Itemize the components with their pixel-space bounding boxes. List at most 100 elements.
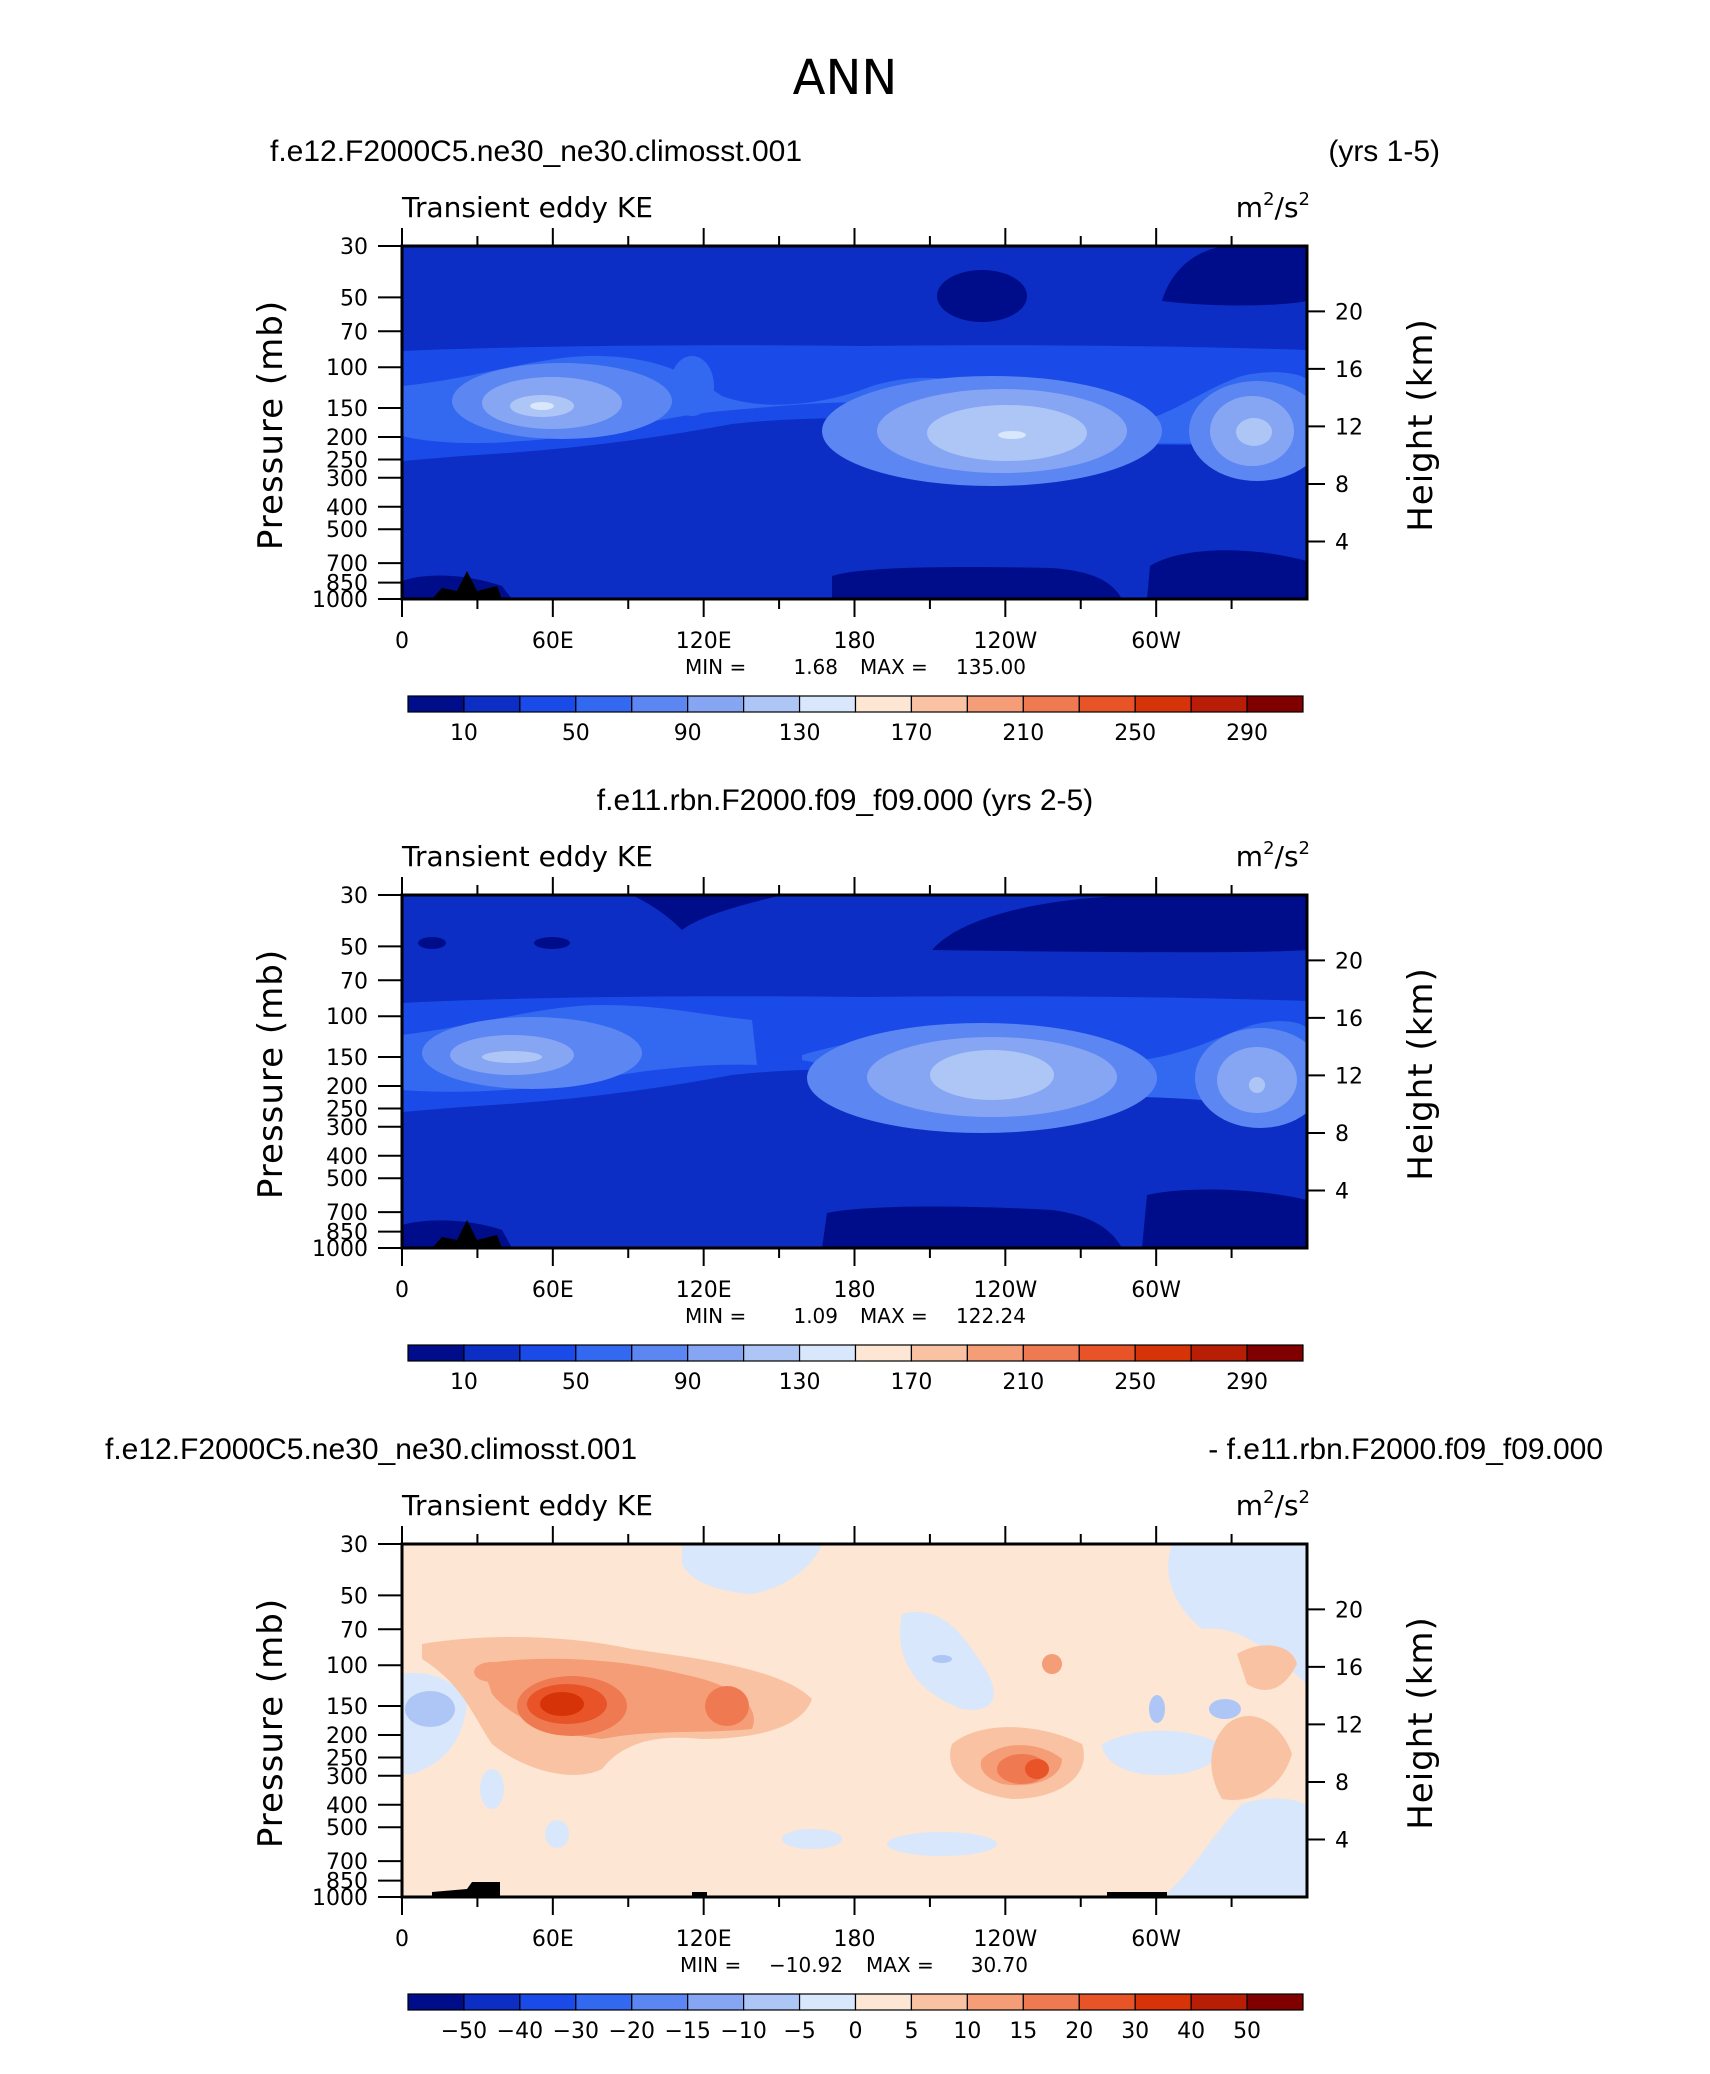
colorbar: 10 50 90 130 170 210 250 290 xyxy=(407,695,1304,746)
y-axis-label-pressure: Pressure (mb) xyxy=(251,1598,291,1848)
pressure-tick-label: 1000 xyxy=(312,588,368,613)
colorbar-level-label: −20 xyxy=(609,2019,655,2044)
colorbar-level-label: 10 xyxy=(450,721,478,746)
contour-band-70d xyxy=(670,356,714,416)
colorbar-swatch xyxy=(575,1993,633,2011)
pressure-tick-label: 150 xyxy=(326,1046,368,1071)
lon-tick-label: 0 xyxy=(395,1278,409,1303)
pressure-tick-label: 200 xyxy=(326,1075,368,1100)
pressure-tick-label: 700 xyxy=(326,1850,368,1875)
y-axis-label-pressure: Pressure (mb) xyxy=(251,949,291,1199)
contour-band-10e xyxy=(822,1206,1122,1248)
pressure-tick-label: 850 xyxy=(326,1221,368,1246)
max-value: 30.70 xyxy=(971,1953,1028,1977)
height-tick-label: 4 xyxy=(1335,1179,1349,1204)
colorbar-swatch xyxy=(743,1993,801,2011)
colorbar-swatch xyxy=(854,1993,913,2011)
neg-band-a xyxy=(682,1544,822,1594)
colorbar: 10 50 90 130 170 210 250 290 xyxy=(407,1344,1304,1395)
pressure-tick-label: 200 xyxy=(326,426,368,451)
colorbar-swatch xyxy=(1246,1344,1304,1362)
colorbar-swatch xyxy=(798,1993,857,2011)
neg-band-m xyxy=(1149,1695,1165,1723)
colorbar-level-label: 50 xyxy=(562,721,590,746)
pressure-tick-label: 300 xyxy=(326,1765,368,1790)
colorbar-swatch xyxy=(463,1344,521,1362)
units-label: m2/s2 xyxy=(1236,838,1310,873)
colorbar-level-label: −30 xyxy=(553,2019,599,2044)
pressure-tick-label: 400 xyxy=(326,1145,368,1170)
variable-label: Transient eddy KE xyxy=(401,1489,653,1522)
colorbar-swatch xyxy=(966,695,1024,713)
max-value: 122.24 xyxy=(956,1304,1026,1328)
colorbar-level-label: −50 xyxy=(441,2019,487,2044)
min-max-label: MIN = 1.09 MAX = 122.24 xyxy=(685,1304,1026,1328)
max-label: MAX = xyxy=(866,1953,934,1977)
pressure-tick-label: 400 xyxy=(326,496,368,521)
colorbar-level-label: 250 xyxy=(1114,721,1156,746)
figure-title: ANN xyxy=(793,50,898,106)
pressure-tick-label: 250 xyxy=(326,1097,368,1122)
pressure-tick-label: 70 xyxy=(340,1618,368,1643)
units-label: m2/s2 xyxy=(1236,189,1310,224)
height-tick-label: 16 xyxy=(1335,1007,1363,1032)
lon-tick-label: 180 xyxy=(834,1278,876,1303)
colorbar-swatch xyxy=(743,1344,801,1362)
pressure-tick-label: 150 xyxy=(326,397,368,422)
topography xyxy=(432,571,502,599)
lon-tick-label: 120E xyxy=(676,1278,732,1303)
neg-band-g xyxy=(480,1769,504,1809)
colorbar-swatch xyxy=(519,1344,577,1362)
pressure-tick-label: 70 xyxy=(340,969,368,994)
colorbar-level-label: 290 xyxy=(1226,1370,1268,1395)
units-label: m2/s2 xyxy=(1236,1487,1310,1522)
pos-band-g xyxy=(474,1662,510,1682)
colorbar-level-label: 90 xyxy=(674,721,702,746)
pressure-tick-label: 700 xyxy=(326,552,368,577)
colorbar-level-label: 50 xyxy=(1233,2019,1261,2044)
y-axis-label-height: Height (km) xyxy=(1401,967,1441,1181)
pressure-tick-label: 300 xyxy=(326,467,368,492)
pressure-tick-label: 250 xyxy=(326,448,368,473)
colorbar-swatch xyxy=(854,695,913,713)
colorbar-swatch xyxy=(631,695,689,713)
pos-band-d xyxy=(1237,1645,1297,1690)
contour-band-10b xyxy=(1162,246,1307,306)
colorbar-swatch xyxy=(575,1344,633,1362)
height-tick-label: 12 xyxy=(1335,1064,1363,1089)
colorbar-swatch xyxy=(854,1344,913,1362)
colorbar-swatch xyxy=(1246,695,1304,713)
pressure-tick-label: 1000 xyxy=(312,1237,368,1262)
pressure-tick-label: 250 xyxy=(326,1746,368,1771)
colorbar-swatch xyxy=(966,1344,1024,1362)
pos-band-h xyxy=(1042,1654,1062,1674)
colorbar-level-label: −15 xyxy=(664,2019,710,2044)
colorbar-swatch xyxy=(407,695,465,713)
variable-label: Transient eddy KE xyxy=(401,191,653,224)
colorbar-swatch xyxy=(798,1344,857,1362)
colorbar-level-label: 40 xyxy=(1177,2019,1205,2044)
colorbar-swatch xyxy=(1022,1344,1080,1362)
lon-tick-label: 120E xyxy=(676,629,732,654)
lon-tick-label: 180 xyxy=(834,1927,876,1952)
neg-band-j xyxy=(887,1832,997,1856)
colorbar-swatch xyxy=(910,1344,968,1362)
colorbar-level-label: 130 xyxy=(779,721,821,746)
pressure-tick-label: 200 xyxy=(326,1724,368,1749)
pressure-tick-label: 30 xyxy=(340,1533,368,1558)
colorbar-swatch xyxy=(1078,1344,1136,1362)
pressure-tick-label: 700 xyxy=(326,1201,368,1226)
pressure-tick-label: 30 xyxy=(340,884,368,909)
pressure-tick-label: 500 xyxy=(326,518,368,543)
colorbar-level-label: 250 xyxy=(1114,1370,1156,1395)
case-name-right: - f.e11.rbn.F2000.f09_f09.000 xyxy=(1208,1433,1603,1466)
min-max-label: MIN = −10.92 MAX = 30.70 xyxy=(680,1953,1028,1977)
pressure-tick-label: 400 xyxy=(326,1794,368,1819)
contour-band-10f xyxy=(1142,1189,1307,1248)
neg-band-f xyxy=(1162,1798,1307,1897)
topography xyxy=(432,1882,500,1897)
